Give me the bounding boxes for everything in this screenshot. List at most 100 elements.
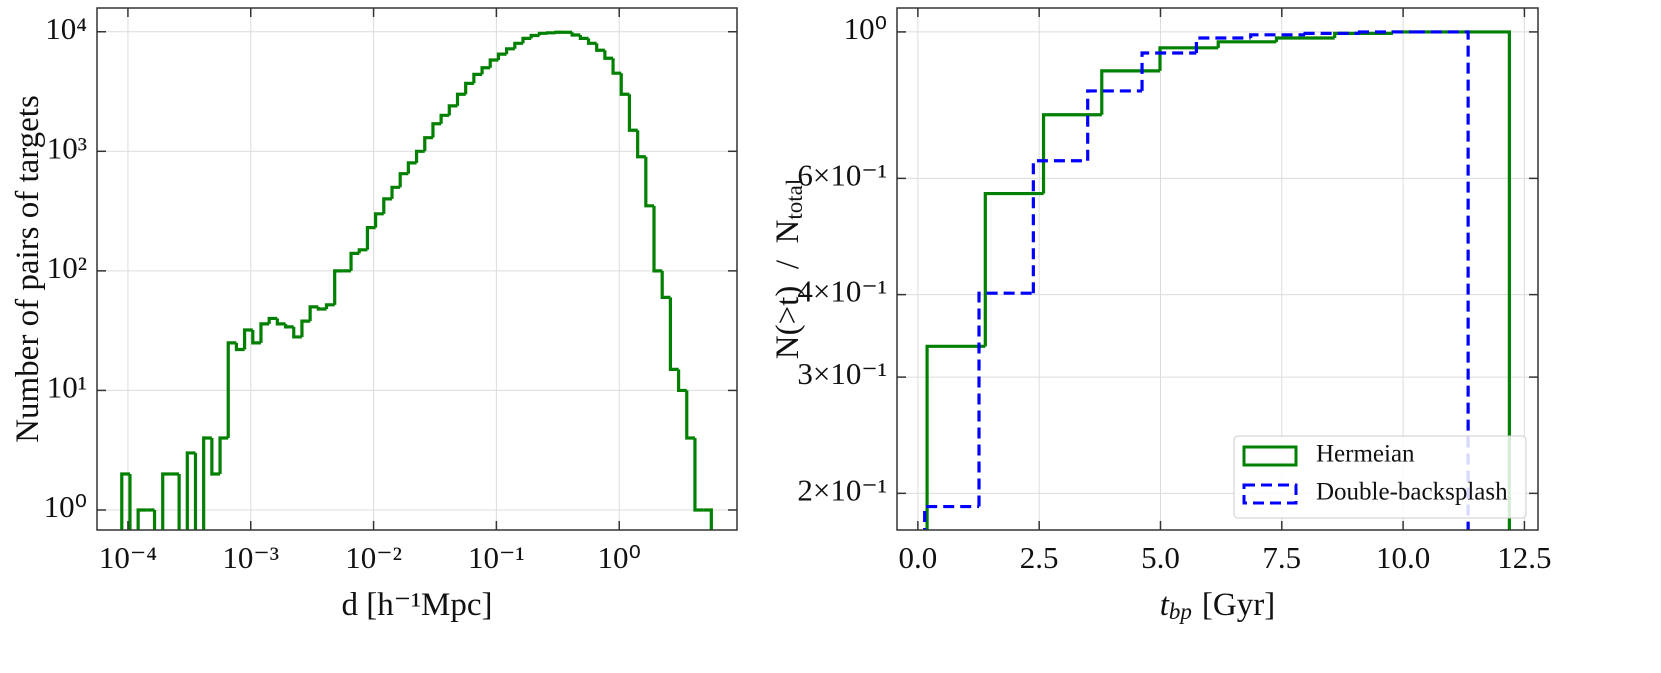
histogram-step [521,36,532,44]
x-axis-label-sub: bp [1169,599,1192,624]
y-tick-label: 10⁴ [45,11,87,46]
legend-swatch [1242,445,1298,467]
histogram-step [333,269,343,305]
histogram-step [210,437,221,476]
x-axis-label-text: d [h⁻¹Mpc] [341,587,492,623]
histogram-step [668,297,679,371]
histogram-step [1100,69,1160,115]
y-axis-label: Number of pairs of targets [10,95,46,443]
histogram-step [234,342,245,352]
histogram-step [267,316,278,324]
y-tick-label: 10² [47,250,87,285]
histogram-step [703,508,713,530]
x-tick-label: 2.5 [1020,540,1059,575]
histogram-step [627,94,638,132]
histogram-step [545,31,556,35]
histogram-step [693,437,704,512]
x-axis-label: tbp [Gyr] [1160,587,1275,625]
histogram-step [977,291,1034,507]
histogram-step [1451,30,1511,530]
histogram-step [128,473,132,530]
histogram-step [423,136,433,152]
histogram-step [505,47,515,55]
y-tick-label: 6×10⁻¹ [797,157,887,192]
histogram-step [472,72,483,84]
legend-swatch [1242,483,1298,505]
histogram-step [292,326,302,339]
histogram-step [1274,36,1335,42]
histogram-step [455,92,466,106]
histogram-step [390,185,401,199]
x-tick-label: 10⁻³ [222,540,279,575]
histogram-step [300,319,311,337]
histogram-step [251,330,261,345]
histogram-step [275,318,286,326]
histogram-step [177,473,181,530]
x-tick-label: 10⁰ [597,540,640,575]
legend: Hermeian Double-backsplash [1233,435,1527,519]
histogram-step [136,508,147,530]
histogram-step [447,104,458,116]
histogram-step [185,451,196,530]
histogram-step [398,172,409,188]
x-tick-label: 10⁻² [345,540,402,575]
y-tick-label: 10³ [47,130,87,165]
histogram-step [1031,159,1088,294]
histogram-step [324,303,335,309]
x-axis-label-unit: [Gyr] [1202,587,1275,623]
histogram-step [685,390,695,440]
histogram-step [983,191,1044,347]
histogram-step [570,32,581,37]
plot-area [923,30,1511,530]
histogram-step [431,122,442,138]
histogram-step [226,341,237,438]
histogram-step [365,226,376,250]
histogram-step [218,436,229,474]
histogram-step [242,328,253,350]
histogram-step [480,66,491,75]
y-axis-label-sub: total [782,179,807,220]
histogram-step [414,149,425,163]
axes: 0.0 2.5 5.0 7.5 10.0 12.5 10⁰ 6×10⁻¹ 4×10⁻¹ 3×10⁻… [770,7,1552,625]
histogram-step [1194,36,1251,54]
histogram-step [1041,113,1102,194]
legend-label: Double-backsplash [1316,479,1508,506]
histogram-step [1303,31,1360,35]
x-tick-label: 10⁻⁴ [99,540,157,575]
histogram-step [1357,30,1414,34]
histogram-step [586,38,597,45]
plot-area [120,30,713,530]
axes-frame [896,7,1539,531]
histogram-step [923,504,980,530]
histogram-step [554,30,564,34]
x-axis-label: d [h⁻¹Mpc] [341,587,492,623]
histogram-step [259,322,270,343]
legend-label: Hermeian [1316,441,1415,468]
histogram-step [1158,46,1219,71]
histogram-step [357,248,368,254]
histogram-step [464,81,474,95]
x-tick-label: 0.0 [898,540,937,575]
histogram-step [529,33,540,39]
histogram-step [611,58,622,75]
axes-frame [96,7,738,531]
x-tick-label: 10.0 [1376,540,1430,575]
histogram-step [644,156,655,208]
histogram-step [374,212,384,228]
legend-box [1233,435,1527,519]
histogram-step [202,436,212,530]
histogram-step [578,34,589,40]
histogram-step [439,113,450,124]
histogram-step [349,251,360,271]
histogram-step [513,41,524,49]
x-tick-label: 12.5 [1497,540,1551,575]
y-axis-label-text: N(>t) / N [770,219,806,359]
histogram-step [660,270,671,299]
histogram-step [161,472,171,530]
y-tick-label: 10¹ [47,370,87,405]
histogram-step [1216,40,1277,48]
histogram-step [676,369,687,393]
histogram-step [1413,30,1470,530]
histogram-step [496,52,507,61]
